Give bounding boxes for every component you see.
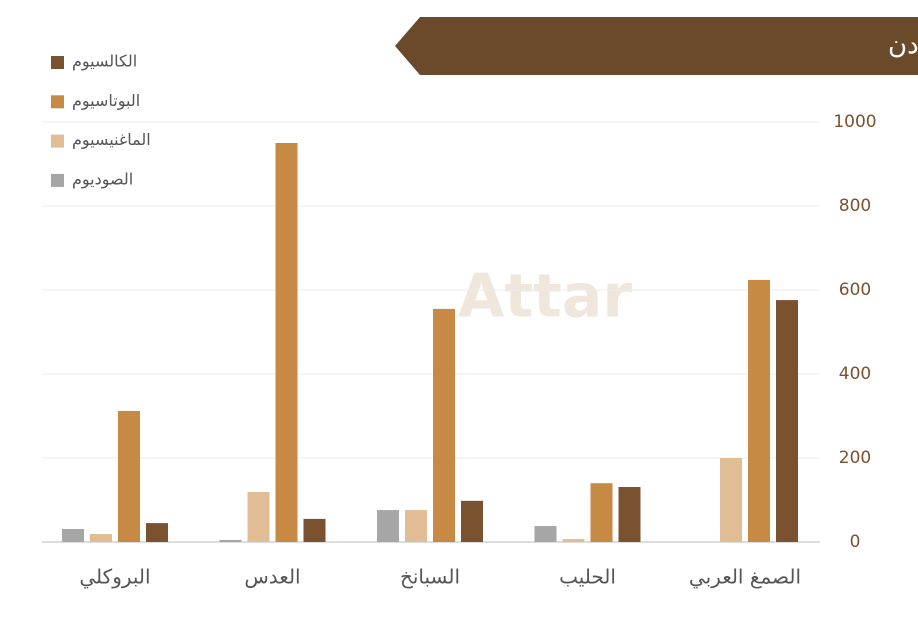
bar [433, 308, 455, 542]
bar [776, 300, 798, 542]
x-tick-label: الصمغ العربي [689, 565, 801, 590]
bar [461, 500, 483, 542]
y-tick-label: 200 [839, 448, 871, 468]
bar [146, 523, 168, 542]
legend-label: الصوديوم [72, 169, 133, 189]
bar [118, 410, 140, 542]
bar [275, 143, 298, 542]
bar [618, 486, 641, 542]
bar [377, 510, 399, 542]
y-tick-label: 0 [850, 532, 861, 552]
y-tick-label: 800 [839, 196, 871, 216]
watermark: Attar [458, 262, 632, 332]
bar [303, 518, 326, 542]
bar [405, 510, 427, 542]
x-tick-label: الحليب [559, 565, 616, 589]
legend-swatch [51, 56, 64, 69]
title-banner [395, 17, 918, 75]
y-tick-label: 600 [839, 280, 871, 300]
bar [62, 528, 84, 542]
y-tick-label: 1000 [833, 112, 876, 132]
bar [534, 526, 557, 542]
legend-label: الكالسيوم [72, 52, 137, 72]
y-tick-label: 400 [839, 364, 871, 384]
chart-title: الصمغ العربي غني جداً بالمعادن [888, 26, 918, 61]
x-tick-label: العدس [244, 565, 300, 589]
bar [720, 458, 742, 542]
legend-swatch [51, 173, 64, 187]
bar [562, 539, 585, 542]
bar [247, 492, 270, 542]
bar [90, 534, 112, 542]
legend-label: البوتاسيوم [72, 91, 140, 111]
bar [748, 279, 770, 542]
x-tick-label: السبانخ [400, 565, 460, 589]
x-tick-label: البروكلي [79, 565, 150, 590]
legend-swatch [51, 95, 64, 109]
legend-label: الماغنيسيوم [72, 130, 151, 150]
bar [590, 483, 613, 542]
bar [219, 539, 242, 542]
legend-swatch [51, 134, 64, 148]
